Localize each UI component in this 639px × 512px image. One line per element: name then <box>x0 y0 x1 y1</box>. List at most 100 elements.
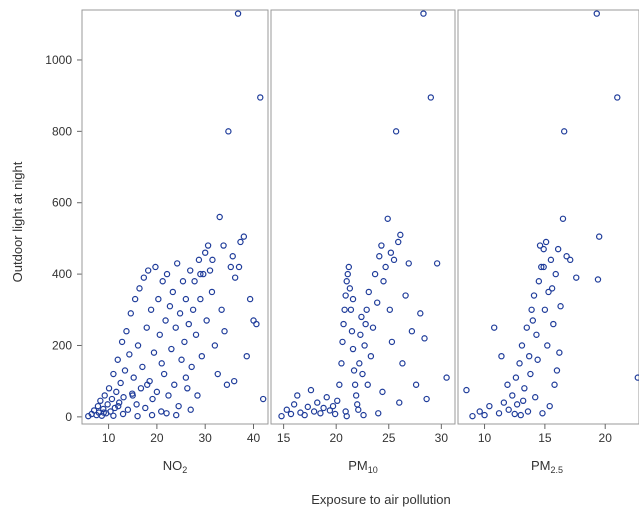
data-point <box>290 401 298 408</box>
data-point <box>158 408 165 415</box>
data-point <box>176 310 184 317</box>
data-point <box>351 381 359 388</box>
data-point <box>195 256 203 264</box>
data-point <box>189 306 197 313</box>
data-point <box>534 356 541 363</box>
data-point <box>395 238 402 246</box>
data-point <box>152 263 159 271</box>
data-point <box>307 386 315 394</box>
data-point <box>390 256 398 264</box>
data-point <box>347 306 355 313</box>
data-point <box>375 410 382 417</box>
data-point <box>163 270 171 278</box>
data-point <box>349 345 357 353</box>
data-point <box>373 299 381 306</box>
y-tick-label: 800 <box>52 124 72 138</box>
data-point <box>94 402 102 410</box>
data-point <box>427 94 435 101</box>
data-point <box>525 352 533 360</box>
data-point <box>384 215 391 222</box>
data-point <box>495 410 503 417</box>
data-point <box>246 295 254 303</box>
data-point <box>396 399 403 406</box>
data-point <box>120 394 127 401</box>
data-point <box>486 402 493 410</box>
data-point <box>197 270 204 278</box>
data-point <box>342 292 349 299</box>
data-point <box>287 410 295 418</box>
data-point <box>408 328 416 335</box>
data-point <box>550 320 557 328</box>
data-point <box>516 360 523 367</box>
data-point <box>144 267 152 274</box>
data-point <box>139 363 146 371</box>
x-axis-title: Exposure to air pollution <box>311 492 450 507</box>
data-point <box>218 306 225 313</box>
data-point <box>231 274 239 281</box>
x-tick-label: 10 <box>478 431 492 445</box>
data-point <box>314 399 321 406</box>
data-point <box>140 274 148 281</box>
data-point <box>382 263 389 271</box>
data-point <box>129 392 136 399</box>
data-point <box>513 401 521 408</box>
y-axis: 0 200 400 600 800 1000 <box>45 53 82 424</box>
data-point <box>341 306 348 313</box>
data-point <box>209 256 216 264</box>
data-point <box>560 128 568 135</box>
data-point <box>399 360 406 367</box>
data-point <box>559 215 567 222</box>
data-point <box>547 256 555 264</box>
data-point <box>142 404 149 412</box>
data-point <box>197 295 204 303</box>
data-point <box>359 370 366 378</box>
data-point <box>369 324 377 331</box>
x-tick-label: 20 <box>150 431 164 445</box>
data-point <box>386 306 394 313</box>
data-point <box>160 370 168 378</box>
x-tick-label: 20 <box>599 431 613 445</box>
data-point <box>433 260 441 267</box>
data-point <box>491 324 498 331</box>
data-point <box>136 285 143 292</box>
data-point <box>201 249 209 256</box>
data-point <box>243 352 250 360</box>
data-point <box>227 263 234 271</box>
data-point <box>97 397 104 405</box>
data-point <box>498 352 505 360</box>
data-point <box>104 401 111 408</box>
data-point <box>392 128 400 135</box>
data-point <box>143 324 150 331</box>
data-point <box>348 328 356 335</box>
data-point <box>206 267 214 274</box>
panel-frame <box>270 9 456 425</box>
data-point <box>546 402 553 410</box>
data-point <box>131 295 139 303</box>
data-point <box>552 270 559 278</box>
y-tick-label: 600 <box>52 196 72 210</box>
data-point <box>528 306 535 313</box>
data-point <box>340 320 347 328</box>
data-point <box>563 253 570 260</box>
x-tick-label: 20 <box>330 431 344 445</box>
data-point <box>173 260 181 267</box>
data-point <box>185 320 192 328</box>
data-point <box>114 356 121 363</box>
data-point <box>338 360 345 367</box>
data-point <box>310 408 318 415</box>
data-point <box>594 276 602 283</box>
data-point <box>257 94 264 101</box>
data-point <box>230 377 238 385</box>
data-point <box>371 270 379 278</box>
data-point <box>397 231 404 239</box>
data-point <box>173 411 180 419</box>
y-tick-label: 200 <box>52 338 72 352</box>
data-point <box>134 342 142 349</box>
data-point <box>204 242 212 249</box>
data-point <box>349 295 357 303</box>
y-tick-label: 0 <box>65 410 72 424</box>
data-point <box>188 363 195 371</box>
data-point <box>364 381 371 388</box>
data-point <box>156 331 163 338</box>
data-point <box>443 374 450 381</box>
